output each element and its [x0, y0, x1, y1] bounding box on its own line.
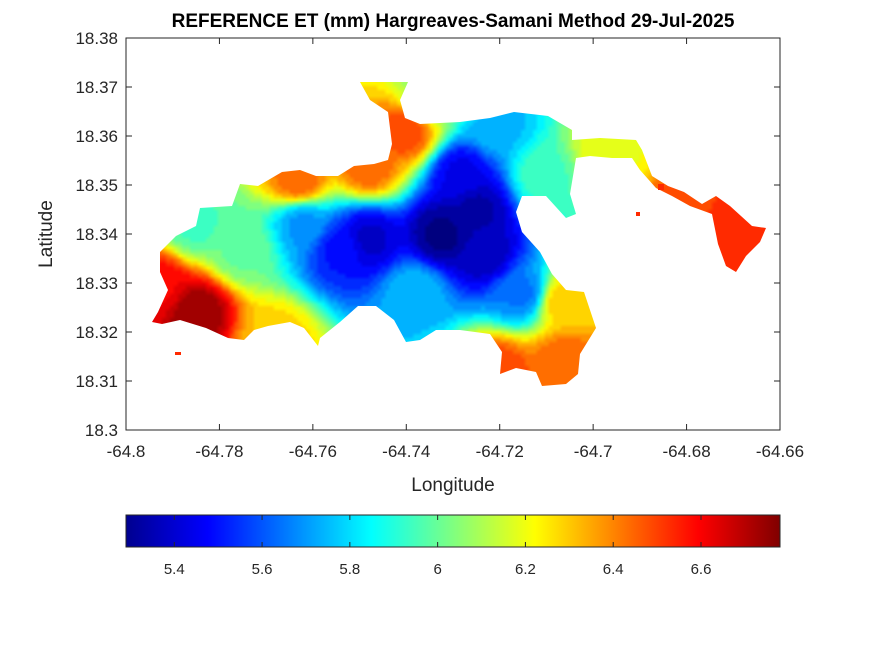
- colorbar-tick-label: 6: [433, 561, 441, 578]
- x-tick-label: -64.72: [476, 442, 524, 461]
- x-tick-label: -64.76: [289, 442, 337, 461]
- colorbar-tick-label: 5.6: [252, 561, 273, 578]
- x-tick-label: -64.74: [382, 442, 430, 461]
- colorbar-ticks: 5.4 5.6 5.8 6 6.2 6.4 6.6: [164, 515, 712, 578]
- y-tick-label: 18.38: [75, 29, 118, 48]
- colorbar-tick-label: 6.2: [515, 561, 536, 578]
- x-tick-label: -64.66: [756, 442, 804, 461]
- colorbar-tick-label: 6.6: [691, 561, 712, 578]
- y-axis-label: Latitude: [36, 200, 57, 268]
- x-tick-label: -64.68: [662, 442, 710, 461]
- y-tick-label: 18.31: [75, 372, 118, 391]
- x-tick-label: -64.7: [574, 442, 613, 461]
- x-axis-label: Longitude: [411, 475, 494, 496]
- chart-title: REFERENCE ET (mm) Hargreaves-Samani Meth…: [172, 11, 735, 32]
- y-tick-label: 18.33: [75, 274, 118, 293]
- colorbar-frame: [125, 514, 781, 548]
- colorbar-tick-label: 5.8: [339, 561, 360, 578]
- colorbar-tick-label: 5.4: [164, 561, 185, 578]
- islet: [175, 352, 181, 355]
- y-tick-label: 18.34: [75, 225, 118, 244]
- colorbar-tick-label: 6.4: [603, 561, 624, 578]
- x-tick-label: -64.78: [195, 442, 243, 461]
- y-tick-label: 18.3: [85, 421, 118, 440]
- islet: [658, 184, 664, 190]
- islet: [636, 212, 640, 216]
- y-tick-label: 18.37: [75, 78, 118, 97]
- colorbar: [126, 515, 780, 547]
- y-tick-label: 18.32: [75, 323, 118, 342]
- x-tick-label: -64.8: [107, 442, 146, 461]
- y-tick-label: 18.36: [75, 127, 118, 146]
- y-tick-label: 18.35: [75, 176, 118, 195]
- axis-ticks: -64.8 -64.78 -64.76 -64.74 -64.72 -64.7 -64.68…: [75, 29, 804, 461]
